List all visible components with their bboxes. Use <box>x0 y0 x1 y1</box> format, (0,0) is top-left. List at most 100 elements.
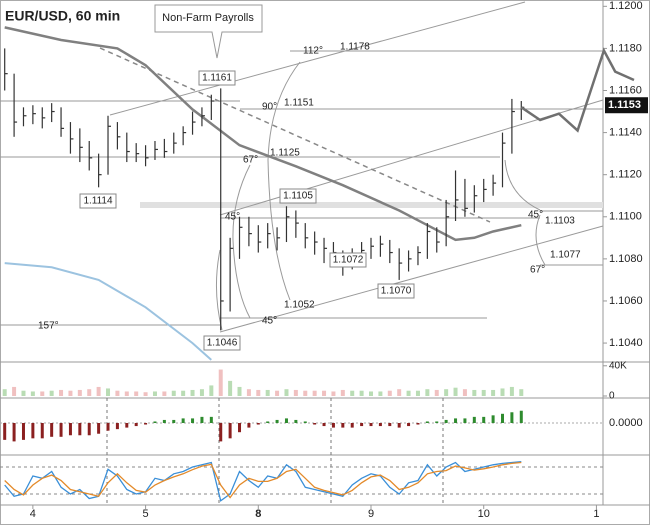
macd-bar <box>87 423 91 436</box>
y-tick-label: 1.1140 <box>609 126 642 138</box>
macd-bar <box>209 416 213 423</box>
macd-bar <box>256 423 260 425</box>
macd-bar <box>331 423 335 428</box>
macd-bar <box>12 423 16 442</box>
annotation: 67° <box>243 155 258 166</box>
stoch-line <box>4 461 522 499</box>
annotation: 112° <box>303 46 323 57</box>
macd-bar <box>266 421 270 423</box>
y-tick-label: 1.1080 <box>609 253 643 265</box>
annotation: 1.1114 <box>83 196 113 207</box>
volume-bar <box>77 389 82 396</box>
y-tick-label: 1.1040 <box>609 337 643 349</box>
volume-bar <box>378 391 383 396</box>
annotation: 1.1046 <box>207 338 238 349</box>
forecast-line <box>520 47 635 133</box>
volume-bar <box>453 387 458 396</box>
price-label-box <box>377 283 415 299</box>
volume-bar <box>199 389 204 396</box>
volume-bar <box>519 389 524 396</box>
y-tick-label: 1.1160 <box>609 84 642 96</box>
macd-bar <box>510 412 514 423</box>
price-label-box <box>279 188 317 204</box>
volume-bar <box>246 389 251 396</box>
volume-bar <box>500 388 505 396</box>
x-tick-label: 1 <box>593 508 599 520</box>
macd-bar <box>322 423 326 427</box>
macd-bar <box>425 421 429 423</box>
volume-bar <box>369 391 374 396</box>
macd-bar <box>172 419 176 423</box>
volume-bar <box>209 385 214 396</box>
volume-bar <box>106 388 111 396</box>
volume-bar <box>49 390 54 396</box>
chart-title: EUR/USD, 60 min <box>5 8 120 24</box>
x-tick-label: 4 <box>30 508 36 520</box>
y-tick-label: 1.1200 <box>609 0 643 12</box>
macd-bar <box>97 423 101 434</box>
volume-bar <box>237 386 242 396</box>
annotation: 1.1077 <box>550 250 581 261</box>
macd-bar <box>219 423 223 442</box>
annotation: 1.1105 <box>283 191 313 202</box>
macd-bar <box>181 418 185 423</box>
macd-bar <box>3 423 7 440</box>
macd-bar <box>397 423 401 428</box>
volume-bar <box>509 386 514 396</box>
macd-bar <box>350 423 354 428</box>
moving-average <box>4 26 522 242</box>
annotation: 1.1072 <box>333 255 364 266</box>
volume-bar <box>40 391 45 396</box>
macd-bar <box>50 423 54 437</box>
macd-bar <box>275 419 279 423</box>
macd-bar <box>238 423 242 433</box>
volume-bar <box>87 389 92 396</box>
volume-bar <box>30 391 35 396</box>
macd-bar <box>106 423 110 431</box>
volume-bar <box>162 391 167 396</box>
price-label-box <box>198 70 236 86</box>
volume-bar <box>444 389 449 396</box>
macd-bar <box>78 423 82 436</box>
macd-bar <box>454 418 458 423</box>
macd-bar <box>162 419 166 423</box>
volume-bar <box>228 380 233 396</box>
x-tick-label: 9 <box>368 508 374 520</box>
macd-bar <box>303 421 307 423</box>
volume-bar <box>397 389 402 396</box>
x-tick-label: 5 <box>143 508 149 520</box>
annotation: 1.1052 <box>284 300 315 311</box>
volume-bar <box>218 369 223 396</box>
volume-bar <box>115 390 120 396</box>
macd-bar <box>407 423 411 427</box>
volume-bar <box>303 390 308 396</box>
price-label-box <box>329 252 367 268</box>
macd-bar <box>228 423 232 439</box>
volume-bar <box>12 386 17 396</box>
macd-bar <box>313 423 317 425</box>
annotation: 1.1125 <box>270 148 300 159</box>
y-tick-label: 1.1180 <box>609 42 642 54</box>
moving-average-2 <box>4 262 212 361</box>
price-label-box <box>203 335 241 351</box>
annotation: 1.1070 <box>381 286 412 297</box>
volume-bar <box>434 389 439 396</box>
macd-bar <box>115 423 119 430</box>
volume-bar <box>190 389 195 396</box>
gann-lines <box>0 1 604 333</box>
macd-bar <box>360 423 364 427</box>
annotation: 1.1161 <box>202 73 232 84</box>
volume-bar <box>406 390 411 396</box>
volume-bar <box>284 389 289 396</box>
volume-bar <box>387 390 392 396</box>
volume-bar <box>359 390 364 396</box>
y-tick-label: 1.1100 <box>609 211 642 223</box>
annotation: 157° <box>38 321 59 332</box>
annotation: 1.1103 <box>545 216 575 227</box>
volume-bar <box>96 386 101 396</box>
volume-bar <box>265 389 270 396</box>
y-tick-label: 1.1060 <box>609 295 643 307</box>
annotation: 45° <box>262 316 277 327</box>
